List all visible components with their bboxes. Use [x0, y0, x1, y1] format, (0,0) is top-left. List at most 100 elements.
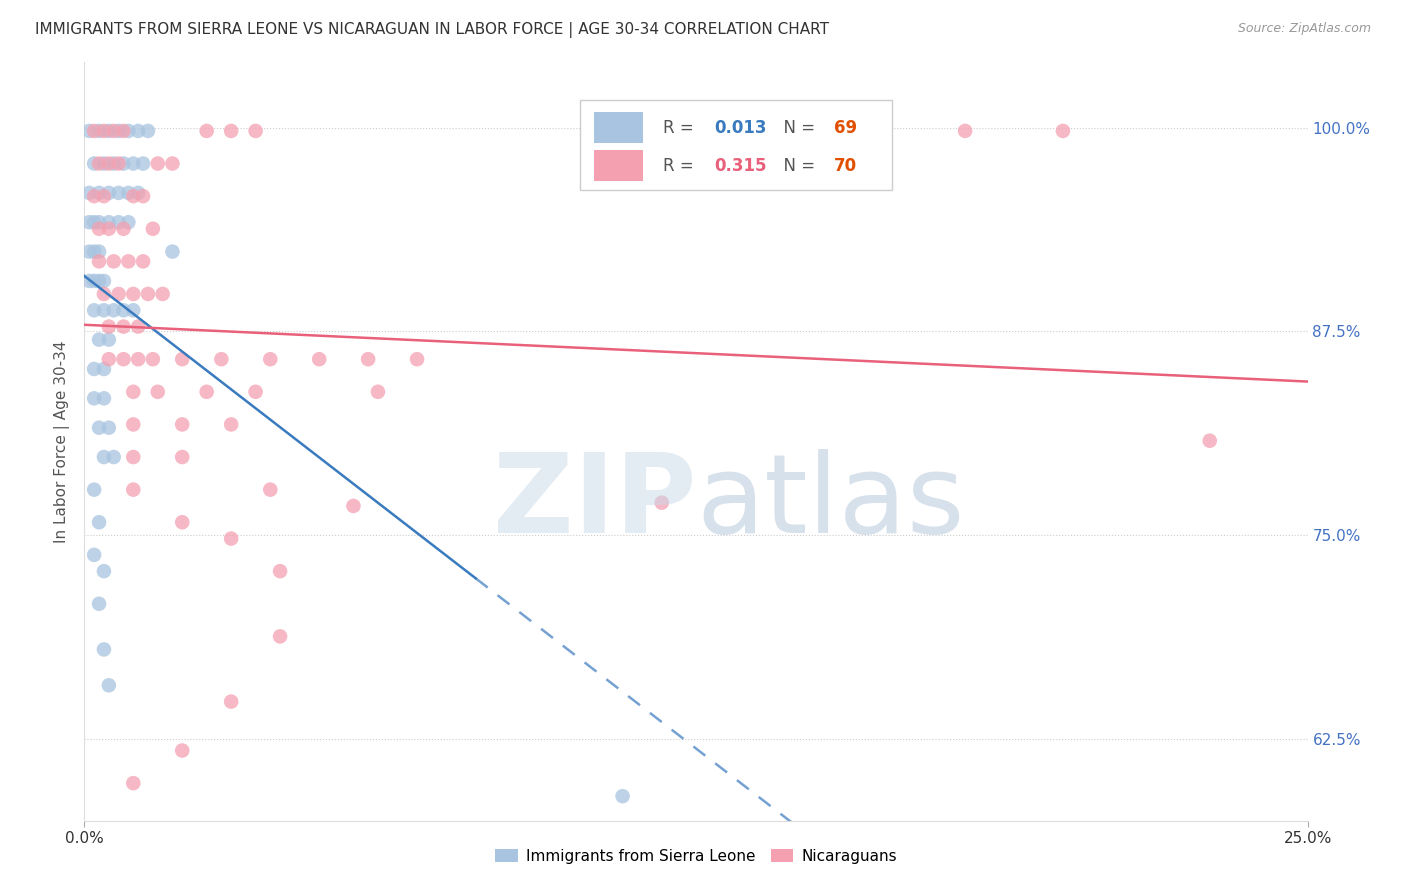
- Point: [77, 186, 100, 200]
- Point: [87, 186, 110, 200]
- Point: [172, 515, 194, 529]
- Point: [146, 384, 169, 399]
- Point: [103, 124, 125, 138]
- Point: [93, 642, 115, 657]
- Point: [97, 678, 120, 692]
- Point: [219, 417, 242, 432]
- Point: [83, 274, 105, 288]
- Point: [87, 515, 110, 529]
- Point: [97, 420, 120, 434]
- Bar: [595, 151, 644, 181]
- Point: [107, 124, 129, 138]
- Point: [112, 303, 135, 318]
- Text: 0.013: 0.013: [714, 119, 766, 136]
- Point: [97, 352, 120, 367]
- Point: [103, 303, 125, 318]
- Point: [93, 564, 115, 578]
- Point: [245, 384, 267, 399]
- Point: [87, 333, 110, 347]
- Point: [122, 156, 145, 170]
- Point: [87, 274, 110, 288]
- Point: [87, 124, 110, 138]
- Point: [136, 287, 159, 301]
- Point: [93, 189, 115, 203]
- Point: [93, 274, 115, 288]
- Point: [87, 244, 110, 259]
- Point: [87, 215, 110, 229]
- Point: [142, 352, 165, 367]
- Point: [342, 499, 364, 513]
- Point: [112, 124, 135, 138]
- Point: [93, 156, 115, 170]
- Point: [83, 215, 105, 229]
- Text: N =: N =: [773, 119, 821, 136]
- Point: [97, 186, 120, 200]
- Point: [97, 215, 120, 229]
- Point: [117, 215, 139, 229]
- Point: [122, 417, 145, 432]
- Point: [651, 496, 673, 510]
- Point: [269, 629, 291, 643]
- Text: Source: ZipAtlas.com: Source: ZipAtlas.com: [1237, 22, 1371, 36]
- Point: [87, 221, 110, 235]
- Point: [83, 548, 105, 562]
- Point: [103, 156, 125, 170]
- Y-axis label: In Labor Force | Age 30-34: In Labor Force | Age 30-34: [55, 340, 70, 543]
- Point: [127, 352, 149, 367]
- Point: [122, 303, 145, 318]
- Point: [122, 189, 145, 203]
- Point: [953, 124, 976, 138]
- Point: [172, 450, 194, 464]
- Point: [83, 124, 105, 138]
- Point: [219, 532, 242, 546]
- Point: [97, 156, 120, 170]
- Point: [122, 287, 145, 301]
- Bar: [595, 112, 644, 143]
- Text: atlas: atlas: [696, 449, 965, 556]
- Point: [97, 333, 120, 347]
- Point: [117, 254, 139, 268]
- Text: N =: N =: [773, 157, 821, 175]
- Point: [97, 221, 120, 235]
- Legend: Immigrants from Sierra Leone, Nicaraguans: Immigrants from Sierra Leone, Nicaraguan…: [489, 843, 903, 870]
- Point: [87, 254, 110, 268]
- Point: [127, 319, 149, 334]
- Point: [1052, 124, 1074, 138]
- FancyBboxPatch shape: [579, 101, 891, 190]
- Point: [132, 156, 155, 170]
- Point: [259, 483, 281, 497]
- Point: [87, 597, 110, 611]
- Point: [127, 124, 149, 138]
- Point: [103, 450, 125, 464]
- Text: IMMIGRANTS FROM SIERRA LEONE VS NICARAGUAN IN LABOR FORCE | AGE 30-34 CORRELATIO: IMMIGRANTS FROM SIERRA LEONE VS NICARAGU…: [35, 22, 830, 38]
- Point: [97, 319, 120, 334]
- Text: 70: 70: [834, 157, 858, 175]
- Point: [112, 319, 135, 334]
- Point: [83, 392, 105, 406]
- Point: [209, 352, 232, 367]
- Point: [122, 776, 145, 790]
- Point: [83, 483, 105, 497]
- Point: [93, 303, 115, 318]
- Point: [195, 384, 218, 399]
- Point: [259, 352, 281, 367]
- Point: [83, 362, 105, 376]
- Point: [132, 254, 155, 268]
- Point: [77, 244, 100, 259]
- Point: [93, 450, 115, 464]
- Text: 69: 69: [834, 119, 858, 136]
- Point: [146, 156, 169, 170]
- Point: [83, 189, 105, 203]
- Point: [93, 392, 115, 406]
- Point: [112, 156, 135, 170]
- Point: [83, 303, 105, 318]
- Point: [172, 743, 194, 757]
- Point: [112, 352, 135, 367]
- Point: [1198, 434, 1220, 448]
- Point: [77, 274, 100, 288]
- Text: R =: R =: [664, 119, 699, 136]
- Point: [97, 124, 120, 138]
- Point: [122, 483, 145, 497]
- Point: [93, 124, 115, 138]
- Text: ZIP: ZIP: [492, 449, 696, 556]
